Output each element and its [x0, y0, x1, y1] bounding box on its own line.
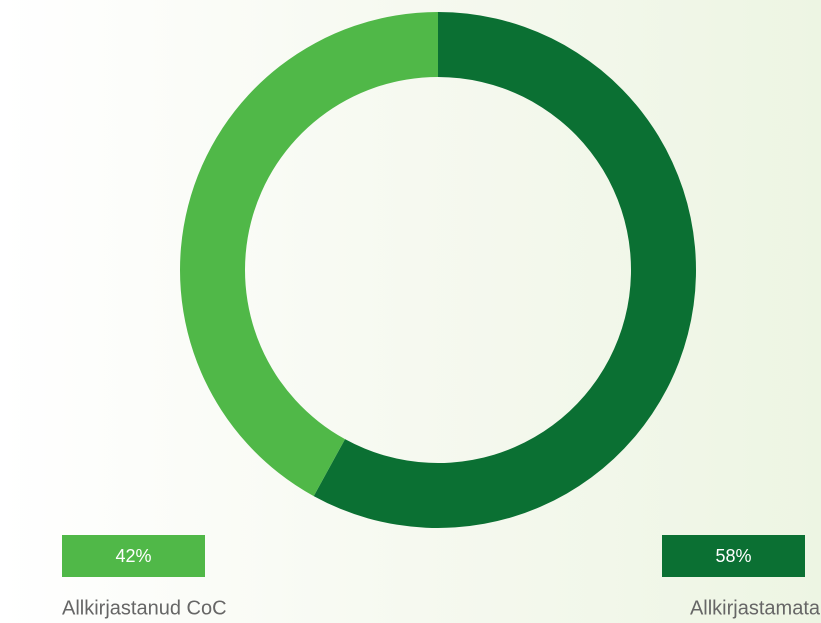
donut-slice: [313, 12, 696, 528]
value-label: 42%: [115, 546, 151, 566]
legend-swatch: [62, 535, 205, 577]
legend-label: Allkirjastanud CoC: [62, 597, 227, 619]
value-label: 58%: [715, 546, 751, 566]
donut-slice: [179, 12, 438, 497]
legend-label: Allkirjastamata: [690, 597, 821, 619]
legend-swatch: [662, 535, 805, 577]
